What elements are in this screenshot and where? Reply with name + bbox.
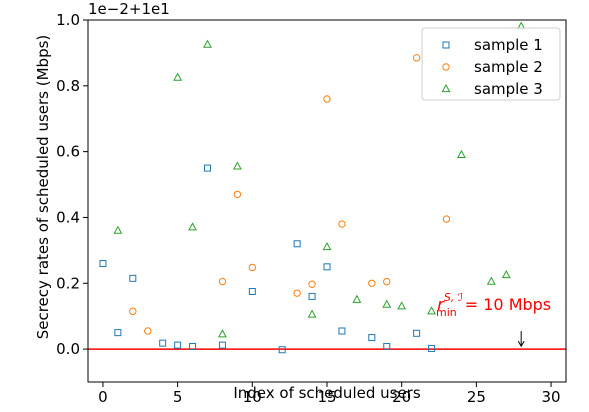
data-point-sample-2	[338, 220, 346, 228]
offset-text: 1e−2+1e1	[88, 0, 170, 18]
y-tick-label: 0.6	[56, 143, 80, 161]
x-tick-label: 30	[542, 388, 561, 406]
data-point-sample-3	[203, 39, 212, 48]
data-point-sample-3	[397, 301, 407, 310]
legend-label-sample-1: sample 1	[474, 36, 543, 54]
data-point-sample-1	[293, 240, 301, 248]
threshold-label-text: rS, ℐ min = 10 Mbps	[436, 291, 551, 319]
data-point-sample-3	[382, 299, 392, 308]
threshold-label: rS, ℐ min = 10 Mbps	[436, 291, 551, 319]
data-point-sample-1	[129, 274, 137, 282]
data-point-sample-3	[188, 222, 198, 231]
data-point-sample-1	[428, 344, 436, 352]
x-tick-label: 10	[243, 388, 262, 406]
data-point-sample-1	[204, 164, 211, 172]
data-point-sample-2	[442, 215, 451, 223]
y-axis-title: Secrecy rates of scheduled users (Mbps)	[34, 35, 52, 340]
y-tick-label: 0.2	[56, 274, 80, 292]
legend-marker-sample-2	[442, 63, 450, 71]
y-tick-label: 0.4	[56, 208, 80, 226]
data-point-sample-1	[308, 292, 316, 300]
data-point-sample-2	[308, 280, 316, 288]
data-point-sample-1	[218, 341, 226, 349]
threshold-label-r: r	[437, 295, 445, 314]
data-point-sample-2	[323, 95, 331, 103]
data-point-sample-2	[248, 263, 257, 272]
data-point-sample-2	[233, 190, 242, 199]
data-point-sample-2	[144, 327, 152, 335]
data-point-sample-2	[218, 277, 227, 286]
data-point-sample-2	[368, 279, 376, 287]
series-sample-2	[129, 54, 451, 335]
x-tick-label: 20	[392, 388, 411, 406]
y-tick-label: 0.0	[56, 340, 80, 358]
series-sample-1	[99, 164, 436, 354]
y-tick-label: 1.0	[56, 11, 80, 29]
data-point-sample-2	[293, 289, 301, 297]
data-point-sample-1	[248, 288, 256, 295]
data-point-sample-1	[99, 260, 107, 268]
axes-layer: 0 5 10 15 20 25 30 0.0 0.2 0.4 0.6 0.8 1.0	[56, 11, 567, 406]
x-tick-label: 15	[317, 388, 336, 406]
x-tick-label: 25	[467, 388, 486, 406]
data-point-sample-1	[383, 342, 391, 350]
data-point-sample-3	[113, 225, 123, 234]
data-point-sample-2	[412, 54, 421, 62]
data-point-sample-3	[427, 306, 437, 315]
data-point-sample-3	[322, 242, 332, 251]
data-point-sample-3	[173, 72, 183, 81]
x-tick-label: 5	[173, 388, 183, 406]
legend-box	[421, 27, 561, 101]
y-tick-label: 0.8	[56, 77, 80, 95]
legend-marker-sample-1	[442, 41, 450, 49]
data-point-sample-3	[352, 294, 362, 303]
data-point-sample-1	[174, 341, 182, 349]
threshold-layer	[88, 331, 566, 350]
legend-label-sample-3: sample 3	[474, 80, 543, 98]
series-layer	[99, 21, 526, 354]
data-point-sample-3	[307, 309, 317, 318]
legend-marker-sample-3	[441, 83, 451, 93]
data-point-sample-1	[368, 334, 376, 342]
data-point-sample-1	[114, 329, 122, 337]
data-point-sample-1	[413, 329, 421, 337]
data-point-sample-1	[189, 342, 197, 350]
legend-label-sample-2: sample 2	[474, 58, 543, 76]
data-point-sample-3	[456, 149, 466, 159]
threshold-label-sup: S, ℐ	[444, 291, 463, 304]
data-point-sample-1	[338, 327, 346, 335]
data-point-sample-2	[383, 277, 391, 286]
data-point-sample-1	[323, 263, 331, 271]
threshold-label-value: = 10 Mbps	[465, 295, 551, 314]
legend: sample 1 sample 2 sample 3	[421, 27, 561, 101]
data-point-sample-3	[486, 276, 496, 285]
x-axis-title: Index of scheduled users	[233, 384, 421, 402]
data-point-sample-2	[129, 307, 137, 315]
threshold-label-sub: min	[436, 306, 457, 319]
data-point-sample-3	[232, 161, 242, 170]
data-point-sample-3	[217, 329, 227, 338]
threshold-arrow-head	[517, 340, 525, 348]
data-point-sample-3	[501, 270, 511, 279]
data-point-sample-1	[278, 346, 286, 354]
data-point-sample-1	[159, 339, 167, 347]
x-tick-label: 0	[98, 388, 108, 406]
